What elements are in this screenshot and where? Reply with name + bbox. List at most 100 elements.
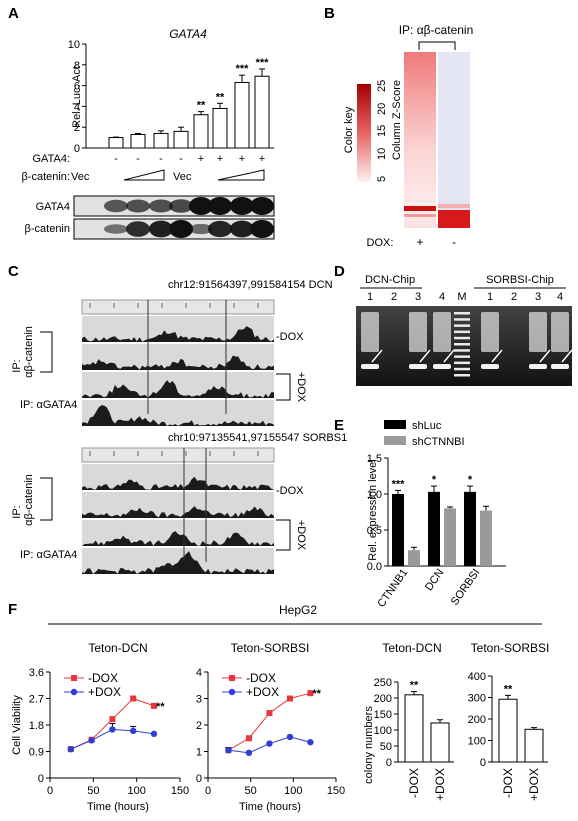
gata4-row-signs: - - - - + + + + [114,153,265,165]
f-point-plus-dox [150,730,158,738]
heatmap-dox-minus: - [452,235,456,249]
panel-b-heatmap: IP: αβ-catenin 5 10 15 20 25 Column Z-Sc… [343,23,473,249]
gel-target-band [433,364,451,369]
f-x-tick-label: 150 [171,785,189,797]
blot-bcat-band [104,224,128,234]
gel-marker-band [454,343,470,346]
a-sig-stars: ** [216,91,225,103]
ck-tick-5: 5 [376,176,388,182]
panel-label-a: A [8,5,19,22]
gata4-row-label: GATA4: [33,153,71,165]
a-sig-stars: ** [197,100,206,112]
vec-label-1: Vec [71,171,90,183]
gel-smear [361,312,379,352]
legend-label-shctnnbi: shCTNNBI [412,436,465,448]
c1-minus-dox: -DOX [276,331,304,343]
f-point-plus-dox [266,740,273,747]
blot-bands [104,197,274,238]
f-point-plus-dox [225,746,232,754]
heatmap-bracket [418,41,456,50]
f-bar-y-tick-label: 0 [386,757,392,769]
gel-lane-label: 2 [511,291,517,303]
gel-lanes [361,312,573,377]
blot-bcat-band [230,220,254,238]
heatmap-col-plus-dox [404,52,436,228]
f-bar-y-tick-label: 50 [380,741,392,753]
heatmap-col-minus-dox [438,52,470,228]
c2-plus-dox: +DOX [295,520,307,551]
f-bar-y-tick-label: 100 [374,725,392,737]
f3-title: Teton-DCN [382,641,441,655]
heatmap-band-2 [404,214,436,217]
vec-label-2: Vec [173,171,192,183]
panel-label-b: B [324,5,335,22]
locus-sorbs1-label: chr10:97135541,97155547 SORBS1 [168,432,347,444]
gel-marker-band [454,324,470,327]
f1-xlabel: Time (hours) [87,801,149,813]
a-y-tick-label: 4 [74,101,80,113]
f-bar-plot-1: 0 50 100 150 200 250 ** -DOX +DOX [374,677,454,801]
f-legend-label: -DOX [246,671,276,685]
f-point-plus-dox [109,726,116,733]
sorbs-ruler [81,447,275,463]
a-y-tick-label: 2 [74,122,80,134]
panel-a-title: GATA4 [169,27,207,41]
c1-ip-target: αβ-catenin [23,326,35,378]
gel-arrow-icon [371,349,383,363]
c2-gata4-label: IP: αGATA4 [20,549,77,561]
sorbs-track-1-bg [82,464,274,490]
e-y-tick-label: 1.0 [367,489,382,501]
dcn-track-4-signal [82,405,274,426]
f1-ylabel: Cell Viability [11,695,23,755]
legend-label-shluc: shLuc [412,420,442,432]
e-category-label: DCN [423,567,447,593]
gel-marker-band [454,367,470,371]
f2-title: Teton-SORBSI [231,641,310,655]
f-point-plus-dox [88,737,95,744]
gel-marker-band [454,336,470,340]
e-sig-stars: * [468,474,473,486]
a-y-tick-label: 8 [74,60,80,72]
color-key-title: Color key [343,106,355,153]
f-sig-stars: ** [156,701,165,713]
blot-gata4-band [189,197,213,215]
blot-bcat-band [149,220,173,238]
heatmap-dox-label: DOX: [367,237,394,249]
f-line-plot-1: 0 0.9 1.8 2.7 3.6 0 50 100 150 ** -DOX+DOX [29,667,189,797]
gel-sorbs-label: SORBSI-Chip [486,274,554,286]
dcn-track-4-bg [82,400,274,426]
gel-target-band [409,364,427,369]
gel-smear [529,312,547,352]
c1-bracket-right [276,373,291,401]
f-point-minus-dox [130,695,137,702]
f-bar-y-tick-label: 250 [374,677,392,689]
e-category-label: CTNNB1 [375,567,410,610]
e-bar-shLuc [428,491,440,566]
gel-lane-label: 2 [391,291,397,303]
panel-a-ylabel: Rel. Luc. Act [71,66,83,128]
c1-gata4-label: IP: αGATA4 [20,399,77,411]
a-bar-8 [254,75,270,149]
gel-marker-band [454,349,470,352]
f-x-tick-label: 100 [127,785,145,797]
f-point-plus-dox [286,733,294,741]
f-y-tick-label: 4 [196,667,202,679]
f-point-minus-dox [151,702,157,709]
gel-arrow-icon [443,349,455,363]
a-sig-stars: *** [236,63,250,75]
f-legend-marker [229,675,235,681]
gel-arrow-icon [419,349,431,363]
e-y-tick-label: 1.5 [367,453,382,465]
gel-marker-band [454,374,470,377]
c1-plus-dox: +DOX [295,372,307,403]
gel-lane-label: 3 [535,291,541,303]
a-bar-5 [193,114,209,149]
panel-f: HepG2 Teton-DCN Teton-SORBSI Teton-DCN T… [11,603,549,813]
f-legend-label: +DOX [246,685,279,699]
a-sig-stars: *** [256,57,270,69]
gel-arrow-icon [561,349,573,363]
f-point-minus-dox [266,710,273,717]
f-line-plot-2: 0 1 2 3 4 0 50 100 150 ** -DOX+DOX [196,667,345,797]
heatmap-dox-plus: + [416,235,423,249]
